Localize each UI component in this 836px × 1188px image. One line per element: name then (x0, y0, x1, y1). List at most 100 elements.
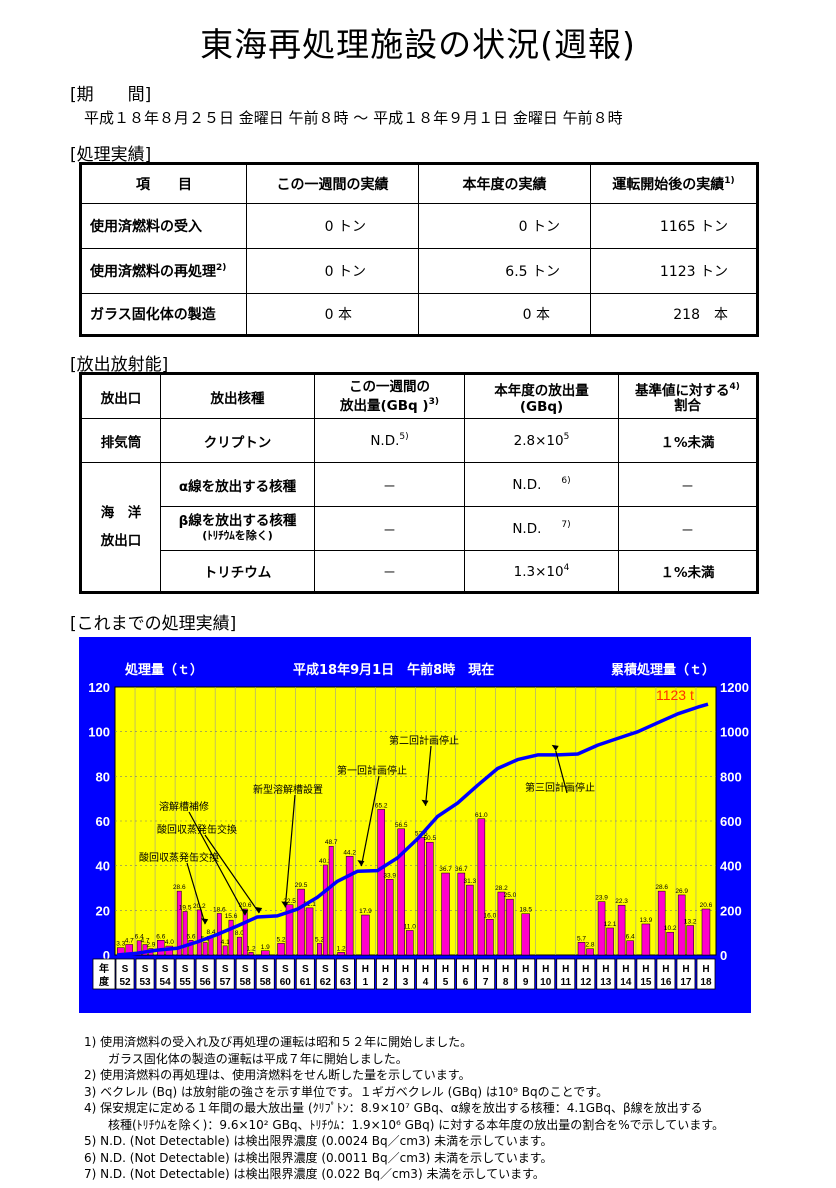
x-tick-era: H (622, 964, 629, 975)
bar-value-label: 20.6 (239, 902, 252, 909)
x-tick-year: 62 (320, 977, 332, 988)
tritium-week: － (314, 550, 465, 593)
x-tick-era: H (542, 964, 549, 975)
results-week: 0 トン (246, 203, 419, 249)
x-tick-era: H (642, 964, 649, 975)
x-tick-era: H (382, 964, 389, 975)
cumulative-label: 1123 t (656, 687, 694, 703)
table-row: 使用済燃料の再処理2) 0 トン 6.5 トン 1123 トン (80, 248, 758, 294)
footnote: 3) ベクレル (Bq) は放射能の強さを示す単位です。１ギガベクレル (GBq… (84, 1084, 609, 1099)
x-tick-box (396, 958, 415, 990)
x-tick-box (696, 958, 716, 990)
bar-value-label: 28.6 (173, 884, 186, 891)
x-tick-year: 55 (180, 977, 192, 988)
bar (385, 879, 394, 956)
x-tick-year: 52 (119, 977, 131, 988)
bar (586, 948, 594, 956)
bar-value-label: 11.0 (404, 923, 417, 930)
bar (188, 940, 194, 956)
x-tick-box (335, 958, 355, 990)
x-tick-year: 17 (680, 977, 692, 988)
x-tick-era: H (682, 964, 689, 975)
bar (142, 944, 148, 956)
table-row: β線を放出する核種 (ﾄﾘﾁｳﾑを除く) － N.D. 7) － (81, 506, 758, 551)
x-tick-year: 56 (200, 977, 212, 988)
bar (417, 837, 426, 956)
krypton-ratio: １%未満 (618, 418, 758, 463)
results-total: 1123 トン (590, 248, 758, 294)
x-tick-year: 13 (600, 977, 612, 988)
bar-value-label: 31.3 (464, 878, 477, 885)
history-heading: [これまでの処理実績] (70, 614, 237, 634)
bar (176, 890, 182, 956)
annotation-label: 第三回計画停止 (525, 781, 595, 794)
bar-value-label: 6.4 (135, 934, 144, 941)
history-chart: 0 20 40 60 80 100 120 0 200 400 600 800 1000 1200 処理量（… (79, 637, 751, 1013)
x-tick-era: S (122, 964, 129, 975)
bar-value-label: 5.2 (315, 936, 324, 943)
x-tick-year: 12 (580, 977, 592, 988)
x-tick-year: 2 (383, 977, 389, 988)
x-tick-era: H (522, 964, 529, 975)
x-tick-year: 58 (260, 977, 272, 988)
x-tick-era: H (662, 964, 669, 975)
x-tick-box (416, 958, 435, 990)
bar-value-label: 22.5 (283, 898, 296, 905)
x-tick-box (355, 958, 375, 990)
x-tick-era: H (562, 964, 569, 975)
x-tick-year: 4 (423, 977, 429, 988)
annotation-label: 第一回計画停止 (337, 764, 407, 777)
results-header-item: 項 目 (80, 163, 247, 204)
table-row: 海 洋放出口 α線を放出する核種 － N.D. 6) － (80, 462, 758, 593)
alpha-label: α線を放出する核種 (160, 462, 315, 507)
x-tick-era: H (442, 964, 449, 975)
bar-value-label: 4.0 (165, 939, 174, 946)
x-tick-box (456, 958, 476, 990)
x-tick-year: 5 (443, 977, 449, 988)
bar-value-label: 1.9 (261, 944, 270, 951)
bar (305, 907, 314, 956)
bar (641, 923, 651, 956)
x-tick-box (536, 958, 556, 990)
x-tick-era: H (482, 964, 489, 975)
bar (521, 913, 530, 956)
beta-ratio: － (618, 506, 758, 551)
annotation-arrow (188, 811, 246, 916)
x-tick-era: S (202, 964, 209, 975)
bar-value-label: 17.9 (359, 908, 372, 915)
results-table: 項 目 この一週間の実績 本年度の実績 運転開始後の実績1) 使用済燃料の受入 … (79, 162, 759, 337)
x-tick-era: S (342, 964, 349, 975)
bar (157, 940, 165, 956)
tritium-ratio: １%未満 (618, 550, 758, 593)
y-axis-label: 処理量（ｔ） (124, 662, 203, 678)
bar-value-label: 2.9 (146, 942, 155, 949)
x-tick-year: 16 (660, 977, 672, 988)
bar-value-label: 26.9 (675, 888, 688, 895)
alpha-week: － (314, 462, 465, 507)
bar-value-label: 18.6 (213, 906, 226, 913)
annotation-label: 酸回収蒸発缶交換 (157, 823, 237, 836)
bar-value-label: 5.2 (277, 936, 286, 943)
bar-value-label: 1.2 (247, 945, 256, 952)
release-header-nuclide: 放出核種 (160, 373, 315, 419)
x-tick-era: H (702, 964, 709, 975)
footnote: 核種(ﾄﾘﾁｳﾑを除く)：9.6×10² GBq、ﾄﾘﾁｳﾑ：1.9×10⁶ G… (84, 1117, 725, 1132)
x-tick-box (195, 958, 215, 990)
results-header-total: 運転開始後の実績1) (590, 163, 758, 204)
annotation-arrowhead (241, 909, 249, 916)
bar (457, 872, 466, 956)
x-tick-box (436, 958, 455, 990)
y-tick-label: 60 (96, 814, 110, 829)
bar-value-label: 28.2 (495, 885, 508, 892)
x-tick-era: S (182, 964, 189, 975)
bar (577, 942, 586, 956)
y2-tick-label: 600 (720, 814, 742, 829)
x-tick-year: 54 (160, 977, 172, 988)
x-tick-box (135, 958, 155, 990)
bar (657, 890, 666, 956)
bar (317, 943, 322, 956)
bar-value-label: 16.0 (484, 912, 497, 919)
bar-value-label: 19.5 (179, 904, 192, 911)
release-header-outlet: 放出口 (80, 373, 161, 419)
annotation-arrow (284, 794, 296, 908)
